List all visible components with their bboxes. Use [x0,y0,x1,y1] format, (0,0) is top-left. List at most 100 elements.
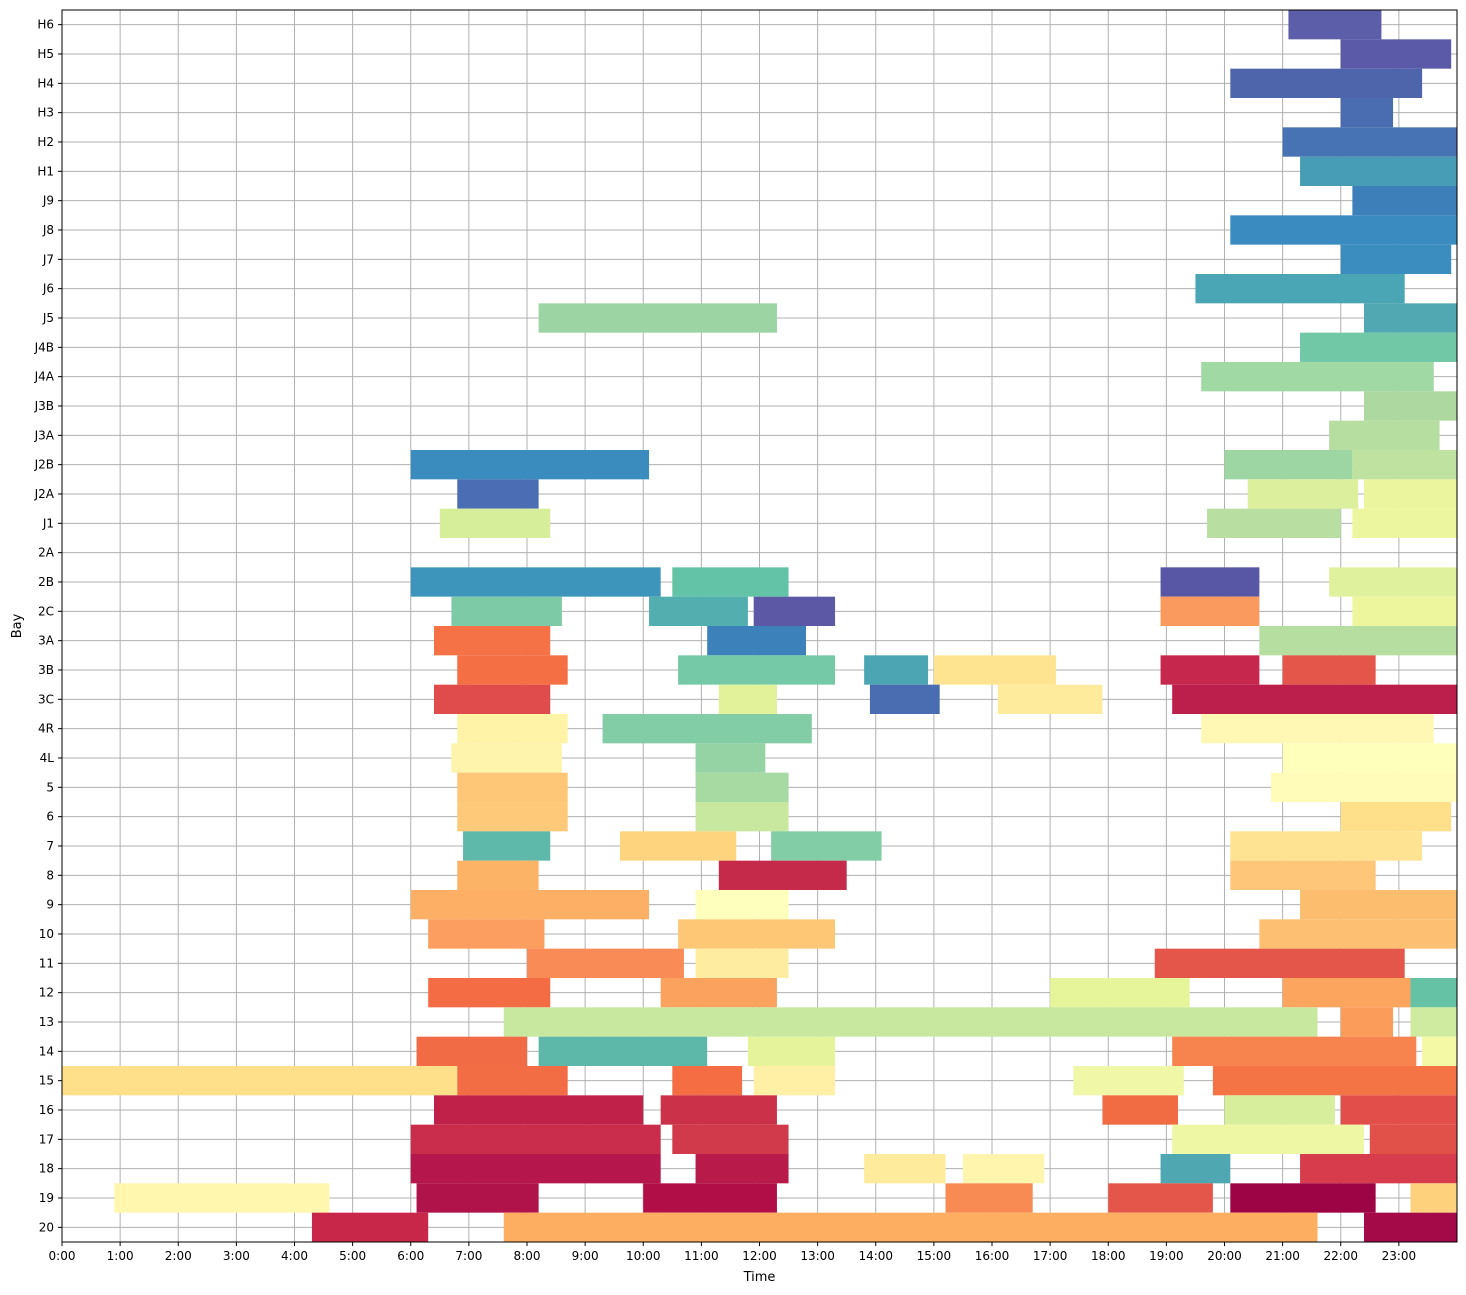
gantt-bar [672,1124,789,1154]
y-tick-label: J9 [42,194,54,208]
gantt-bar [410,567,661,597]
y-tick-label: J6 [42,282,54,296]
gantt-bar [1271,772,1457,802]
y-tick-label: 3C [38,692,54,706]
y-tick-label: J7 [42,252,54,266]
gantt-bar [1073,1066,1184,1096]
gantt-bar [428,978,551,1008]
x-tick-label: 4:00 [281,1249,308,1263]
x-tick-label: 22:00 [1323,1249,1358,1263]
gantt-bar [753,1066,836,1096]
gantt-bar [416,1036,527,1066]
x-tick-label: 10:00 [626,1249,661,1263]
y-tick-label: 3B [38,663,54,677]
gantt-bar [1300,890,1457,920]
gantt-bar [1329,567,1457,597]
gantt-bar [1300,156,1457,186]
gantt-bar [1340,802,1452,832]
gantt-bar [1108,1183,1213,1213]
gantt-bar [428,919,545,949]
x-tick-label: 0:00 [49,1249,76,1263]
gantt-bar [114,1183,330,1213]
x-axis: 0:00 1:00 2:00 3:00 4:00 5:00 6:00 7:00 8:00 9:00… [49,1242,1416,1263]
gantt-bar [869,684,940,714]
gantt-bar [434,684,551,714]
x-axis-label: Time [743,1270,776,1285]
x-tick-label: 19:00 [1149,1249,1184,1263]
gantt-bar [457,802,568,832]
gantt-bar [1195,274,1405,304]
gantt-bar [1154,948,1405,978]
gantt-bar [1259,919,1457,949]
y-tick-label: 3A [38,634,55,648]
gantt-bar [527,948,684,978]
y-tick-label: 19 [39,1191,54,1205]
y-tick-label: H1 [37,164,54,178]
y-tick-label: J3B [34,399,54,413]
y-tick-label: J3A [34,428,55,442]
gantt-bar [695,772,789,802]
gantt-bar [1300,1154,1457,1184]
gantt-bar [1340,1095,1457,1125]
gantt-bar [1172,684,1457,714]
gantt-bar [1340,244,1452,274]
gantt-bar [1422,1036,1457,1066]
y-tick-label: 14 [39,1044,54,1058]
gantt-bar [718,684,777,714]
y-tick-label: 4R [38,722,54,736]
gantt-bar [416,1183,539,1213]
gantt-bar [451,596,562,626]
gantt-bar [672,567,789,597]
y-tick-label: 15 [39,1074,54,1088]
y-tick-label: 4L [40,751,55,765]
gantt-bar [1352,450,1457,480]
x-tick-label: 15:00 [917,1249,952,1263]
y-tick-label: J1 [42,516,54,530]
x-tick-label: 20:00 [1207,1249,1242,1263]
gantt-bar [1160,655,1260,685]
y-tick-label: 20 [39,1220,54,1234]
y-tick-label: J2A [34,487,55,501]
gantt-bar [864,1154,946,1184]
gantt-bar [997,684,1103,714]
gantt-bar [1160,596,1260,626]
gantt-bar [457,1066,568,1096]
gantt-bar [1160,567,1260,597]
gantt-bar [695,1154,789,1184]
bars [62,10,1457,1242]
x-tick-label: 17:00 [1033,1249,1068,1263]
y-tick-label: 12 [39,986,54,1000]
gantt-bar [410,1124,661,1154]
y-tick-label: J4B [34,340,54,354]
y-tick-label: J4A [34,370,55,384]
gantt-bar [457,714,568,744]
gantt-bar [643,1183,777,1213]
gantt-bar [62,1066,458,1096]
y-tick-label: 2A [38,546,55,560]
gantt-bar [695,743,766,773]
gantt-bar [538,303,777,333]
gantt-bar [1364,1212,1457,1242]
y-tick-label: 13 [39,1015,54,1029]
gantt-bar [1340,1007,1394,1037]
gantt-bar [602,714,812,744]
gantt-bar [1102,1095,1178,1125]
y-tick-label: H2 [37,135,54,149]
y-tick-label: 11 [39,956,54,970]
x-tick-label: 7:00 [455,1249,482,1263]
gantt-bar [1230,68,1423,98]
x-tick-label: 9:00 [572,1249,599,1263]
gantt-bar [1201,714,1434,744]
gantt-bar [1300,332,1457,362]
y-tick-label: 2B [38,575,54,589]
gantt-bar [311,1212,429,1242]
gantt-bar [753,596,836,626]
y-tick-label: 5 [46,780,54,794]
gantt-bar [771,831,882,861]
gantt-bar [457,655,568,685]
gantt-bar [1352,186,1457,216]
gantt-bar [451,743,562,773]
gantt-bar [945,1183,1033,1213]
y-tick-label: 2C [38,604,54,618]
